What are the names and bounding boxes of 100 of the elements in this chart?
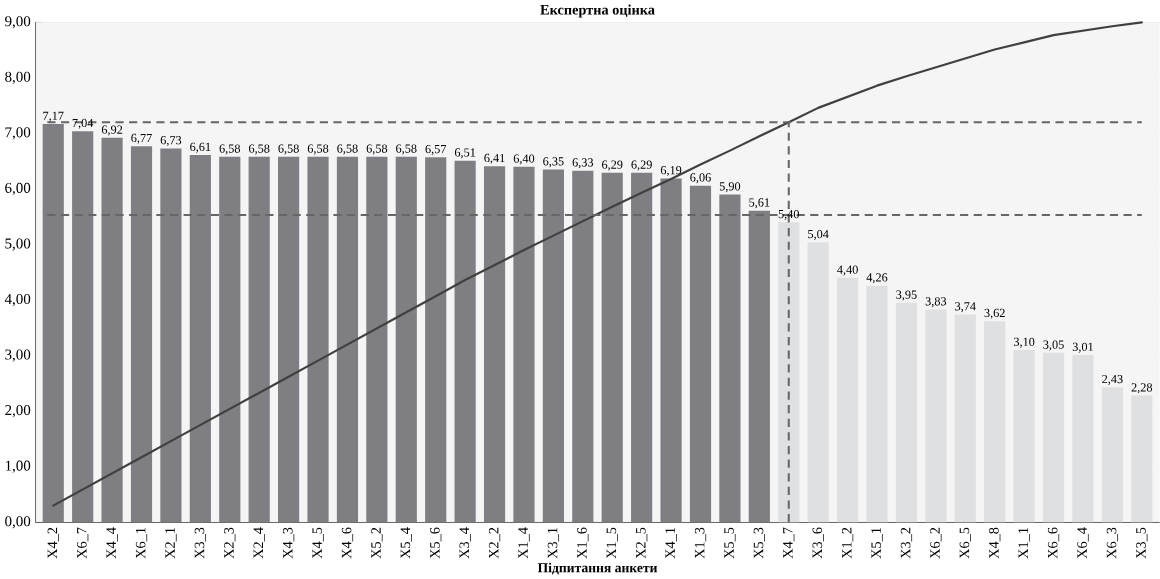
- x-tick-label: X5_5: [724, 527, 736, 559]
- x-tick-label: X4_1: [665, 527, 677, 559]
- data-label: 3,74: [955, 302, 976, 313]
- bar: [984, 321, 1006, 523]
- data-label: 5,90: [719, 182, 741, 193]
- bar: [513, 166, 535, 523]
- bar: [1042, 352, 1065, 523]
- bar: [307, 156, 329, 523]
- y-tick-label: 9,00: [5, 16, 31, 29]
- x-tick-label: X3_6: [812, 527, 824, 559]
- data-label: 3,10: [1013, 337, 1035, 348]
- data-label: 6,58: [396, 144, 417, 155]
- x-tick-label: X3_4: [459, 527, 471, 559]
- data-label: 6,19: [660, 166, 682, 177]
- data-label: 6,58: [219, 144, 241, 155]
- data-label: 6,29: [602, 160, 623, 171]
- bar: [542, 169, 564, 523]
- bar: [866, 285, 888, 523]
- bar: [660, 178, 682, 523]
- y-tick-label: 2,00: [5, 404, 31, 418]
- x-tick-label: X6_3: [1106, 527, 1119, 559]
- x-tick-label: X5_6: [430, 527, 442, 559]
- x-tick-label: X6_2: [930, 527, 942, 559]
- bar: [1101, 387, 1123, 523]
- y-tick-label: 7,00: [5, 127, 31, 140]
- data-label: 6,73: [160, 136, 182, 147]
- y-tick-label: 5,00: [5, 238, 31, 251]
- data-label: 6,57: [425, 144, 447, 155]
- data-label: 3,83: [925, 297, 947, 308]
- bar: [1131, 395, 1153, 523]
- bar: [454, 160, 476, 523]
- bar: [748, 210, 770, 523]
- x-tick-label: X4_7: [783, 527, 795, 559]
- x-tick-label: X2_1: [165, 527, 177, 559]
- x-axis-title: Підпитання анкети: [537, 562, 658, 575]
- x-tick-label: X1_4: [518, 527, 530, 559]
- x-tick-label: X2_5: [636, 527, 648, 559]
- data-label: 6,06: [690, 173, 711, 184]
- data-label: 6,29: [631, 160, 652, 171]
- x-tick-label: X6_6: [1047, 527, 1060, 559]
- bar: [219, 156, 241, 523]
- x-tick-label: X5_1: [871, 527, 883, 559]
- bar: [278, 156, 300, 523]
- data-label: 5,61: [749, 198, 770, 209]
- data-label: 6,41: [484, 153, 505, 164]
- data-label: 4,40: [837, 265, 858, 276]
- y-tick-label: 4,00: [4, 293, 31, 307]
- data-label: 6,77: [131, 133, 152, 144]
- data-label: 3,01: [1072, 342, 1093, 353]
- x-tick-label: X3_1: [547, 527, 560, 559]
- x-tick-label: X1_5: [606, 527, 618, 559]
- data-label: 6,51: [454, 148, 476, 159]
- data-label: 5,04: [808, 229, 829, 240]
- data-label: 2,43: [1102, 374, 1123, 385]
- data-label: 6,58: [307, 144, 329, 155]
- x-tick-label: X4_2: [47, 527, 59, 559]
- x-tick-label: X1_2: [841, 527, 854, 559]
- data-label: 3,05: [1043, 340, 1064, 351]
- bar: [807, 242, 829, 523]
- x-tick-label: X1_6: [577, 527, 589, 559]
- data-label: 6,40: [513, 154, 535, 165]
- data-label: 5,40: [778, 209, 800, 220]
- bar: [1072, 355, 1094, 523]
- bar: [248, 156, 270, 523]
- data-label: 6,58: [278, 144, 299, 155]
- bar: [778, 222, 800, 523]
- y-tick-label: 3,00: [5, 349, 31, 362]
- y-tick-label: 8,00: [5, 71, 31, 84]
- bar: [954, 314, 976, 523]
- x-tick-label: X4_4: [106, 527, 118, 559]
- bar: [689, 185, 712, 523]
- x-tick-label: X5_4: [400, 527, 412, 559]
- bar: [719, 194, 741, 523]
- y-tick-label: 1,00: [5, 460, 31, 473]
- bar: [572, 170, 594, 523]
- x-tick-label: X3_3: [194, 527, 206, 559]
- bar: [601, 172, 623, 523]
- data-label: 7,04: [72, 118, 94, 129]
- bar: [425, 157, 447, 523]
- bar: [130, 146, 153, 523]
- data-label: 3,62: [984, 308, 1005, 319]
- x-tick-label: X5_2: [371, 527, 383, 559]
- x-tick-label: X2_4: [253, 527, 265, 559]
- x-tick-label: X2_2: [488, 527, 501, 559]
- y-tick-label: 0,00: [5, 516, 31, 529]
- x-tick-label: X5_3: [753, 527, 765, 559]
- bar: [395, 156, 417, 523]
- bar: [101, 137, 123, 523]
- x-tick-label: X4_8: [989, 527, 1001, 559]
- x-tick-label: X4_5: [312, 527, 324, 559]
- data-label: 6,61: [190, 142, 211, 153]
- bar: [160, 148, 182, 523]
- bar: [1013, 350, 1035, 523]
- bar: [895, 302, 918, 523]
- bar: [631, 172, 653, 523]
- x-tick-label: X6_5: [959, 527, 971, 559]
- bar: [189, 155, 211, 523]
- x-tick-label: X6_7: [77, 527, 89, 559]
- x-tick-label: X4_6: [341, 527, 354, 559]
- x-tick-label: X6_4: [1077, 527, 1089, 559]
